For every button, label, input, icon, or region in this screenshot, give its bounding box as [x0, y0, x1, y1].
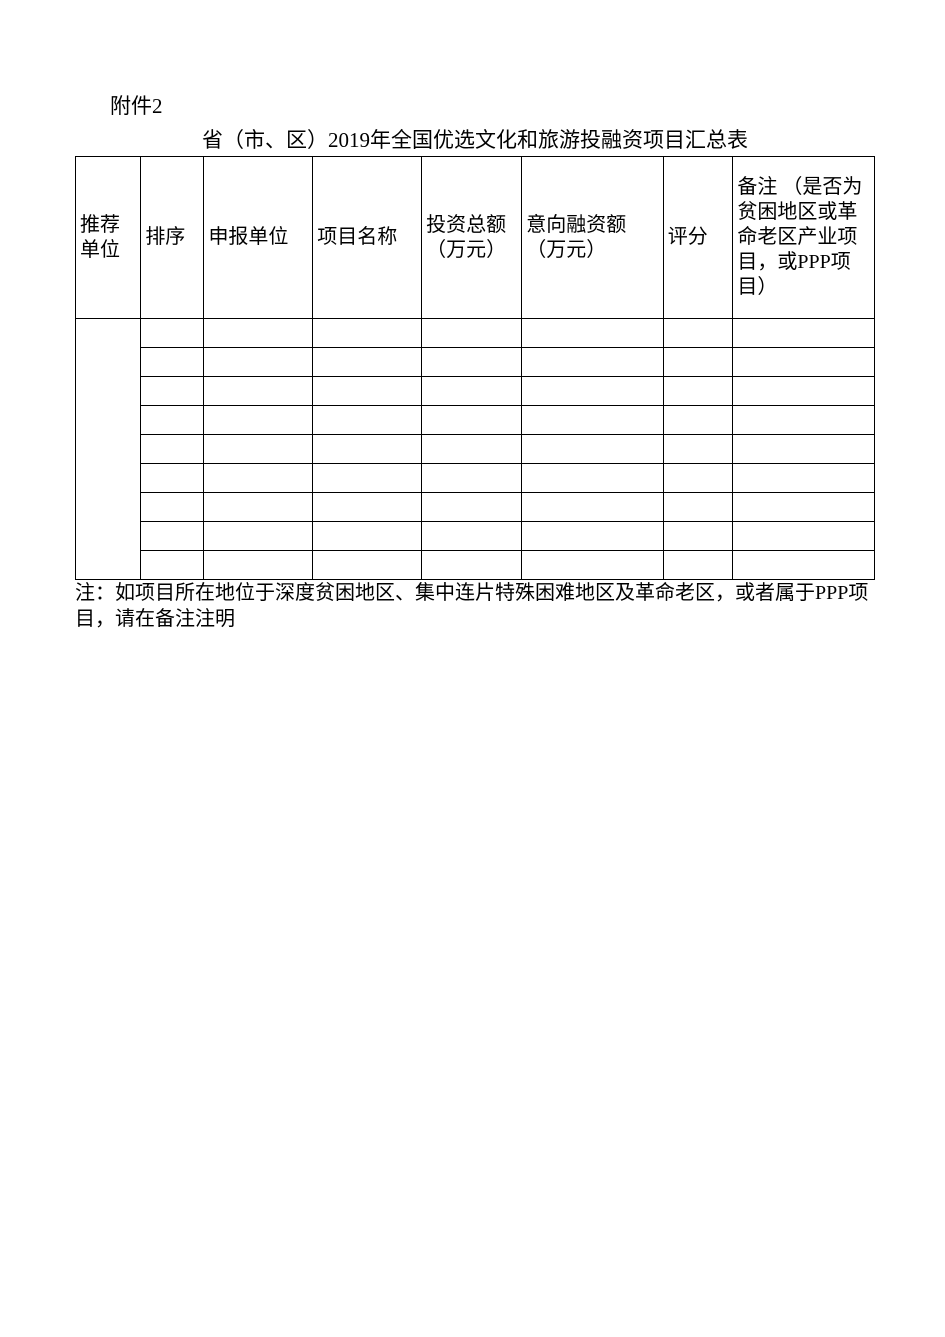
table-header-row: 推荐单位 排序 申报单位 项目名称 投资总额 （万元） 意向融资额 （万元） 评… — [76, 157, 875, 319]
table-cell — [141, 319, 204, 348]
table-row — [76, 493, 875, 522]
table-row — [76, 377, 875, 406]
table-cell — [141, 522, 204, 551]
table-cell — [141, 406, 204, 435]
col-header-rank: 排序 — [141, 157, 204, 319]
table-cell — [663, 464, 733, 493]
table-cell — [204, 319, 313, 348]
table-cell — [204, 522, 313, 551]
table-cell — [522, 348, 664, 377]
col-header-remarks: 备注 （是否为贫困地区或革命老区产业项目，或PPP项目） — [733, 157, 875, 319]
table-cell — [204, 493, 313, 522]
table-cell — [663, 435, 733, 464]
table-cell — [141, 464, 204, 493]
table-cell — [422, 319, 522, 348]
table-body — [76, 319, 875, 580]
table-cell — [663, 377, 733, 406]
col-header-intended-financing: 意向融资额 （万元） — [522, 157, 664, 319]
table-cell — [141, 435, 204, 464]
table-cell — [522, 522, 664, 551]
table-cell — [204, 464, 313, 493]
col-header-score: 评分 — [663, 157, 733, 319]
table-cell — [522, 406, 664, 435]
table-cell — [663, 522, 733, 551]
table-cell — [313, 493, 422, 522]
table-cell — [313, 435, 422, 464]
table-cell — [522, 319, 664, 348]
table-cell — [422, 348, 522, 377]
table-row — [76, 435, 875, 464]
table-row — [76, 551, 875, 580]
table-cell — [313, 406, 422, 435]
table-cell — [313, 522, 422, 551]
table-cell — [522, 551, 664, 580]
table-cell — [733, 493, 875, 522]
table-cell — [422, 464, 522, 493]
table-cell — [663, 551, 733, 580]
summary-table: 推荐单位 排序 申报单位 项目名称 投资总额 （万元） 意向融资额 （万元） 评… — [75, 156, 875, 580]
table-cell — [733, 319, 875, 348]
table-cell — [733, 406, 875, 435]
table-cell — [422, 377, 522, 406]
table-cell — [733, 435, 875, 464]
col-header-recommend-unit: 推荐单位 — [76, 157, 141, 319]
table-cell — [313, 464, 422, 493]
table-title: 省（市、区）2019年全国优选文化和旅游投融资项目汇总表 — [75, 124, 875, 154]
table-cell — [313, 319, 422, 348]
table-cell — [204, 406, 313, 435]
table-row — [76, 522, 875, 551]
table-cell — [733, 522, 875, 551]
table-cell — [422, 551, 522, 580]
table-row — [76, 464, 875, 493]
table-cell — [141, 551, 204, 580]
table-cell — [663, 493, 733, 522]
table-cell — [663, 348, 733, 377]
table-cell — [733, 348, 875, 377]
attachment-label: 附件2 — [110, 90, 870, 120]
table-cell — [522, 377, 664, 406]
table-cell — [141, 348, 204, 377]
table-cell — [733, 377, 875, 406]
table-cell — [522, 464, 664, 493]
table-cell — [204, 435, 313, 464]
table-row — [76, 406, 875, 435]
table-cell — [422, 522, 522, 551]
table-cell — [422, 493, 522, 522]
table-row — [76, 319, 875, 348]
table-cell — [313, 551, 422, 580]
table-cell — [522, 435, 664, 464]
table-row — [76, 348, 875, 377]
table-cell — [422, 406, 522, 435]
col-header-project-name: 项目名称 — [313, 157, 422, 319]
table-cell — [204, 551, 313, 580]
table-cell — [663, 319, 733, 348]
table-cell — [141, 377, 204, 406]
table-cell — [313, 348, 422, 377]
table-cell — [204, 348, 313, 377]
col-header-total-investment: 投资总额 （万元） — [422, 157, 522, 319]
table-cell-recommend-unit-merged — [76, 319, 141, 580]
table-cell — [204, 377, 313, 406]
table-cell — [313, 377, 422, 406]
table-cell — [522, 493, 664, 522]
table-cell — [422, 435, 522, 464]
footnote: 注：如项目所在地位于深度贫困地区、集中连片特殊困难地区及革命老区，或者属于PPP… — [75, 580, 875, 632]
table-cell — [733, 464, 875, 493]
table-cell — [663, 406, 733, 435]
table-cell — [733, 551, 875, 580]
col-header-reporting-unit: 申报单位 — [204, 157, 313, 319]
table-cell — [141, 493, 204, 522]
